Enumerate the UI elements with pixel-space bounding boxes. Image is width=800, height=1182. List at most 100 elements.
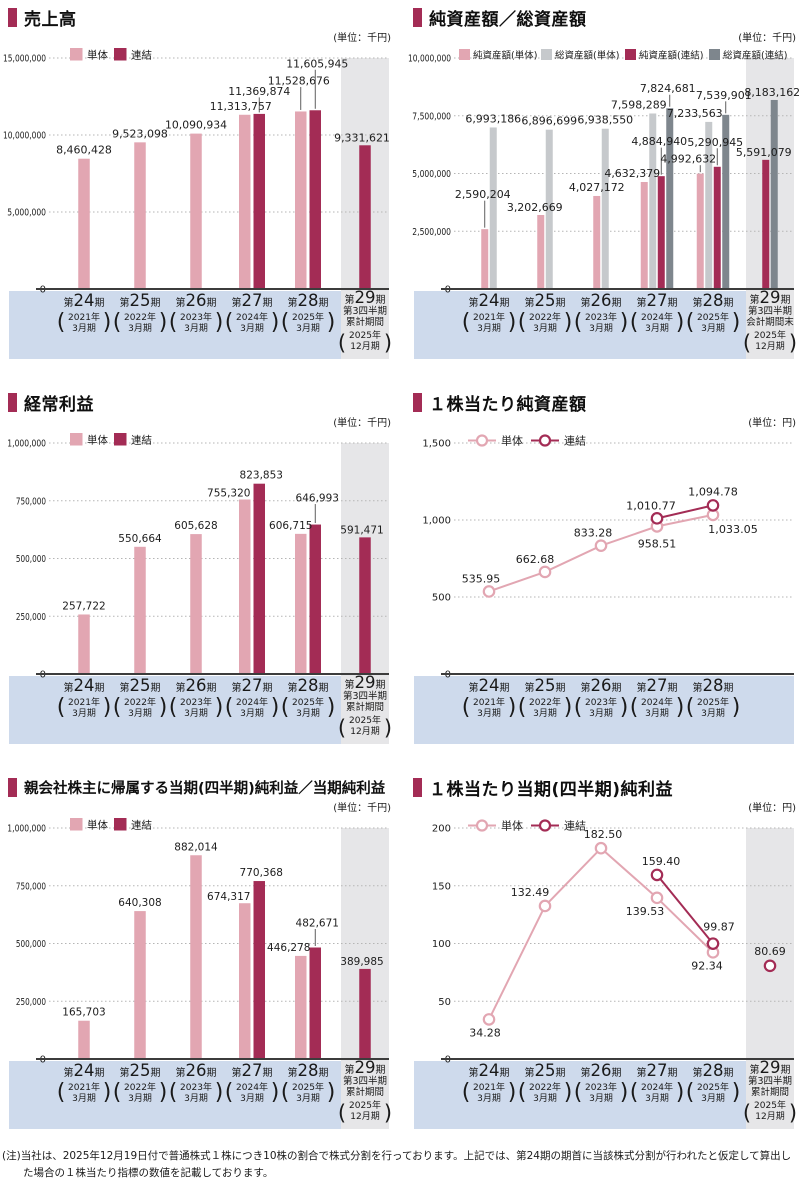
svg-text:第25期: 第25期: [525, 1061, 566, 1080]
svg-text:第25期: 第25期: [525, 676, 566, 695]
svg-text:(: (: [686, 695, 695, 720]
latest-period-shade: [746, 58, 794, 359]
svg-text:第28期: 第28期: [693, 1061, 734, 1080]
svg-text:1,000: 1,000: [422, 516, 451, 527]
svg-text:第24期: 第24期: [469, 676, 510, 695]
svg-text:3月期: 3月期: [477, 1093, 501, 1104]
svg-text:第25期: 第25期: [120, 291, 161, 310]
svg-text:): ): [327, 1080, 336, 1105]
svg-text:連結: 連結: [131, 819, 152, 832]
svg-text:446,278: 446,278: [267, 941, 310, 954]
svg-text:2023年: 2023年: [180, 1081, 212, 1093]
svg-text:第29期: 第29期: [345, 288, 386, 307]
svg-text:3月期: 3月期: [645, 1093, 669, 1104]
svg-text:662.68: 662.68: [516, 553, 555, 566]
svg-text:): ): [159, 695, 168, 720]
chart-panel-profit: 親会社株主に帰属する当期(四半期)純利益／当期純利益 (単位：千円) 0250,…: [7, 775, 393, 1135]
svg-text:833.28: 833.28: [574, 527, 613, 540]
svg-text:34.28: 34.28: [469, 1026, 501, 1039]
svg-text:750,000: 750,000: [16, 881, 46, 892]
svg-text:第26期: 第26期: [581, 676, 622, 695]
svg-text:): ): [564, 695, 573, 720]
svg-text:250,000: 250,000: [16, 612, 46, 623]
svg-text:): ): [620, 1080, 629, 1105]
svg-text:3月期: 3月期: [533, 1093, 557, 1104]
svg-text:4,027,172: 4,027,172: [569, 181, 625, 194]
svg-text:2025年: 2025年: [697, 696, 729, 708]
svg-text:(: (: [113, 695, 122, 720]
financial-highlights-page: 売上高 (単位：千円) 05,000,00010,000,00015,000,0…: [3, 5, 800, 1135]
value-labels: 165,703 640,308 882,014 674,317 770,368 446,2…: [62, 840, 383, 1018]
svg-text:): ): [103, 310, 112, 335]
svg-text:第27期: 第27期: [232, 291, 273, 310]
svg-text:第26期: 第26期: [176, 291, 217, 310]
svg-text:823,853: 823,853: [240, 469, 283, 482]
svg-text:1,033.05: 1,033.05: [708, 523, 758, 536]
svg-text:3,202,669: 3,202,669: [507, 201, 563, 214]
svg-text:第26期: 第26期: [581, 1061, 622, 1080]
value-labels: 257,722 550,664 605,628 755,320 823,853 606,7…: [62, 469, 383, 613]
svg-text:3月期: 3月期: [240, 708, 264, 719]
svg-text:(: (: [169, 310, 178, 335]
value-labels: 2,590,204 6,993,186 3,202,669 6,896,699 4,02…: [455, 82, 800, 228]
svg-text:): ): [732, 310, 741, 335]
svg-text:2021年: 2021年: [473, 696, 505, 708]
svg-text:12月期: 12月期: [755, 341, 784, 352]
svg-text:3月期: 3月期: [128, 708, 152, 719]
svg-text:(: (: [630, 310, 639, 335]
svg-text:755,320: 755,320: [207, 487, 250, 500]
svg-text:10,090,934: 10,090,934: [165, 119, 227, 132]
svg-text:606,715: 606,715: [269, 519, 312, 532]
svg-text:(: (: [338, 1101, 346, 1125]
svg-text:139.53: 139.53: [626, 905, 665, 918]
svg-text:): ): [159, 1080, 168, 1105]
svg-text:(: (: [518, 1080, 527, 1105]
x-axis-labels: 第24期2021年3月期()第25期2022年3月期()第26期2023年3月期…: [57, 288, 392, 355]
svg-text:総資産額(連結): 総資産額(連結): [723, 50, 787, 62]
svg-text:2,500,000: 2,500,000: [412, 227, 451, 238]
svg-text:): ): [103, 1080, 112, 1105]
svg-text:3月期: 3月期: [589, 323, 613, 334]
x-axis-band: [414, 291, 794, 359]
svg-text:200: 200: [432, 824, 451, 835]
svg-text:2024年: 2024年: [236, 1081, 268, 1093]
svg-text:3月期: 3月期: [477, 323, 501, 334]
svg-text:連結: 連結: [564, 819, 586, 833]
chart-panel-net-assets-total-assets: 純資産額／総資産額 (単位：千円) 02,500,0005,000,0007,5…: [408, 5, 800, 365]
svg-text:第27期: 第27期: [637, 291, 678, 310]
svg-text:単体: 単体: [87, 49, 108, 62]
svg-text:2024年: 2024年: [641, 696, 673, 708]
svg-text:第24期: 第24期: [64, 291, 105, 310]
svg-text:3月期: 3月期: [533, 323, 557, 334]
svg-text:単体: 単体: [87, 434, 108, 447]
panel-header: １株当たり当期(四半期)純利益: [413, 775, 798, 800]
svg-text:): ): [159, 310, 168, 335]
svg-text:3月期: 3月期: [589, 1093, 613, 1104]
svg-text:2023年: 2023年: [180, 311, 212, 323]
unit-label: (単位：円): [748, 803, 796, 814]
svg-text:第3四半期: 第3四半期: [748, 1075, 792, 1087]
svg-text:5,591,079: 5,591,079: [736, 146, 792, 159]
line-series: [482, 499, 720, 598]
svg-text:): ): [732, 695, 741, 720]
svg-text:(: (: [338, 331, 346, 355]
svg-text:(: (: [113, 1080, 122, 1105]
title-marker: [8, 392, 17, 412]
svg-text:第28期: 第28期: [693, 676, 734, 695]
svg-text:(: (: [686, 1080, 695, 1105]
panel-header: 経常利益: [8, 390, 393, 415]
svg-text:): ): [789, 1101, 797, 1125]
svg-text:2025年: 2025年: [349, 714, 381, 726]
unit-label: (単位：千円): [333, 803, 391, 814]
x-axis-labels: 第24期2021年3月期()第25期2022年3月期()第26期2023年3月期…: [462, 1058, 797, 1125]
svg-text:2021年: 2021年: [68, 696, 100, 708]
svg-text:9,331,621: 9,331,621: [334, 131, 390, 144]
chart-title-net-assets: 純資産額／総資産額: [429, 9, 587, 30]
svg-text:): ): [103, 695, 112, 720]
svg-text:3月期: 3月期: [701, 708, 725, 719]
svg-text:(: (: [338, 716, 346, 740]
svg-text:770,368: 770,368: [240, 866, 283, 879]
svg-text:): ): [327, 695, 336, 720]
svg-text:389,985: 389,985: [340, 955, 383, 968]
